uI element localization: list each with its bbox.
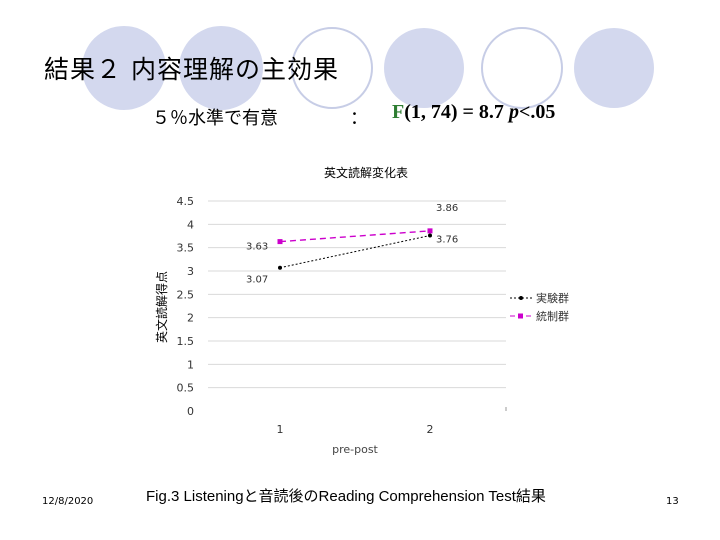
x-axis-label: pre-post <box>332 443 378 456</box>
legend-label: 実験群 <box>536 291 569 305</box>
significance-text: ５％水準で有意 <box>152 108 278 129</box>
y-tick-label: 2 <box>187 312 194 325</box>
y-tick-label: 2.5 <box>177 288 195 301</box>
data-label: 3.86 <box>436 203 458 214</box>
slide-title: 結果２ 内容理解の主効果 <box>44 55 339 84</box>
data-point <box>427 228 433 234</box>
series-line <box>279 230 431 243</box>
line-chart: 英文読解変化表 pre-post 英文読解得点 4.5 4 3.5 3 2.5 2 1.5 1… <box>154 165 569 456</box>
data-label: 3.76 <box>436 235 458 246</box>
y-tick-label: 1 <box>187 358 194 371</box>
data-label: 3.63 <box>246 242 268 253</box>
p-letter: p <box>508 101 519 123</box>
decor-circle <box>82 26 166 110</box>
x-tick-label: 1 <box>277 423 284 436</box>
data-point <box>428 233 432 238</box>
decorative-circles <box>82 26 654 110</box>
decor-circle <box>179 26 263 110</box>
x-tick-label: 2 <box>427 423 434 436</box>
data-label: 3.07 <box>246 275 268 286</box>
y-tick-label: 1.5 <box>177 335 195 348</box>
y-tick-label: 4 <box>187 218 194 231</box>
data-point <box>277 239 283 245</box>
chart-title: 英文読解変化表 <box>324 165 408 180</box>
series-line <box>279 235 431 269</box>
p-threshold: <.05 <box>518 101 556 123</box>
separator: ： <box>350 108 368 129</box>
decor-circle <box>291 27 373 109</box>
y-tick-label: 3 <box>187 265 194 278</box>
y-tick-label: 0.5 <box>177 382 195 395</box>
decor-circle <box>384 28 464 108</box>
f-letter: F <box>392 101 405 123</box>
legend-marker <box>518 313 523 319</box>
decor-circle <box>481 27 563 109</box>
y-tick-label: 4.5 <box>177 195 195 208</box>
slide-date: 12/8/2020 <box>42 496 94 507</box>
y-tick-label: 0 <box>187 405 194 418</box>
legend-marker <box>519 296 523 300</box>
data-point <box>278 265 282 270</box>
f-args: (1, 74) = 8.7 <box>404 101 509 123</box>
y-tick-label: 3.5 <box>177 242 195 255</box>
y-axis-label: 英文読解得点 <box>154 271 169 343</box>
f-statistic: F(1, 74) = 8.7 p<.05 <box>392 101 555 124</box>
decor-circle <box>574 28 654 108</box>
legend-label: 統制群 <box>536 309 569 323</box>
page-number: 13 <box>666 496 679 507</box>
figure-caption: Fig.3 Listeningと音読後のReading Comprehensio… <box>146 488 546 505</box>
